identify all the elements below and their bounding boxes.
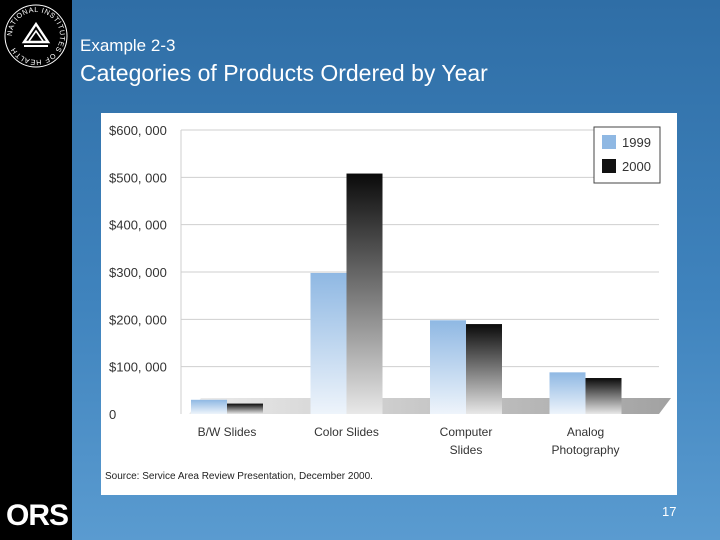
left-sidebar: NATIONAL INSTITUTES OF HEALTH ORS: [0, 0, 72, 540]
bar-1999-3: [549, 372, 586, 414]
y-tick-label: $400, 000: [109, 218, 167, 233]
y-tick-label: $500, 000: [109, 170, 167, 185]
chart-panel: 0 $100, 000 $200, 000 $300, 000 $400, 000 $50…: [101, 113, 677, 495]
y-tick-label: $100, 000: [109, 360, 167, 375]
bar-2000-1: [346, 173, 383, 414]
x-category-label: Analog: [567, 425, 604, 439]
x-category-label: Color Slides: [314, 425, 379, 439]
y-tick-label: $200, 000: [109, 312, 167, 327]
x-category-label: Photography: [551, 443, 619, 457]
bar-2000-3: [585, 378, 622, 414]
x-category-label: Computer: [440, 425, 493, 439]
legend-label-1999: 1999: [622, 135, 651, 150]
bar-2000-2: [466, 324, 502, 414]
y-tick-label: $300, 000: [109, 265, 167, 280]
chart-source-note: Source: Service Area Review Presentation…: [105, 471, 373, 482]
x-category-label: B/W Slides: [198, 425, 257, 439]
bar-2000-0: [227, 403, 263, 414]
page-number: 17: [662, 504, 677, 519]
seal-emblem-icon: [21, 21, 51, 47]
x-category-label: Slides: [450, 443, 483, 457]
legend-swatch-1999: [602, 135, 616, 149]
bar-chart: 0 $100, 000 $200, 000 $300, 000 $400, 000 $50…: [109, 123, 671, 457]
bar-1999-0: [191, 399, 227, 414]
slide-eyebrow: Example 2-3: [80, 36, 176, 55]
y-tick-label: 0: [109, 407, 116, 422]
nih-seal-logo: NATIONAL INSTITUTES OF HEALTH: [4, 4, 68, 68]
legend-label-2000: 2000: [622, 159, 651, 174]
bar-1999-1: [310, 272, 347, 414]
legend-swatch-2000: [602, 159, 616, 173]
ors-logo: ORS: [6, 499, 69, 532]
slide-title: Categories of Products Ordered by Year: [80, 60, 488, 86]
bar-1999-2: [430, 320, 466, 414]
y-tick-label: $600, 000: [109, 123, 167, 138]
